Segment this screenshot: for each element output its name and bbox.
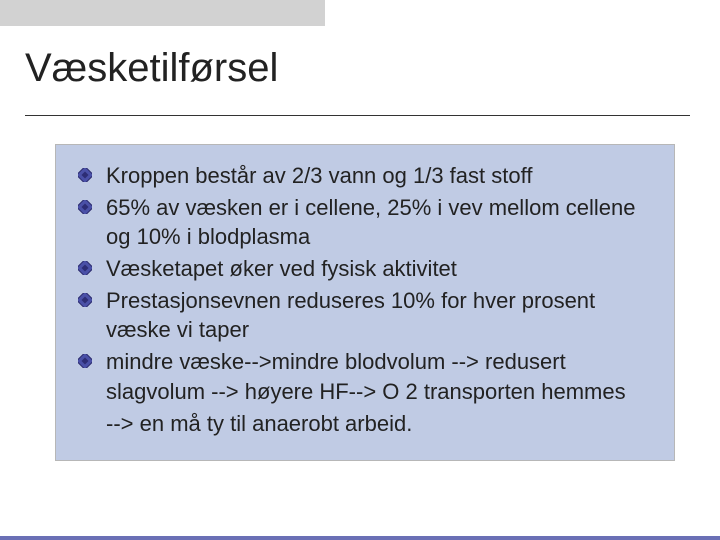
top-bar [0, 0, 325, 26]
bullet-icon [78, 354, 92, 368]
list-item: Kroppen består av 2/3 vann og 1/3 fast s… [78, 161, 652, 191]
list-item-text: 65% av væsken er i cellene, 25% i vev me… [106, 195, 635, 250]
bullet-icon [78, 200, 92, 214]
bottom-accent [0, 536, 720, 540]
continuation-text: --> en må ty til anaerobt arbeid. [78, 409, 652, 439]
list-item-text: Væsketapet øker ved fysisk aktivitet [106, 256, 457, 281]
list-item: mindre væske-->mindre blodvolum --> redu… [78, 347, 652, 406]
list-item-text: mindre væske-->mindre blodvolum --> redu… [106, 349, 626, 404]
content-box: Kroppen består av 2/3 vann og 1/3 fast s… [55, 144, 675, 461]
bullet-icon [78, 168, 92, 182]
slide: Væsketilførsel Kroppen består av 2/3 van… [0, 0, 720, 540]
bullet-list: Kroppen består av 2/3 vann og 1/3 fast s… [78, 161, 652, 407]
bullet-icon [78, 293, 92, 307]
title-region: Væsketilførsel [25, 46, 690, 116]
list-item-text: Prestasjonsevnen reduseres 10% for hver … [106, 288, 595, 343]
list-item: Væsketapet øker ved fysisk aktivitet [78, 254, 652, 284]
list-item: 65% av væsken er i cellene, 25% i vev me… [78, 193, 652, 252]
list-item-text: Kroppen består av 2/3 vann og 1/3 fast s… [106, 163, 532, 188]
bullet-icon [78, 261, 92, 275]
slide-title: Væsketilførsel [25, 46, 690, 91]
list-item: Prestasjonsevnen reduseres 10% for hver … [78, 286, 652, 345]
